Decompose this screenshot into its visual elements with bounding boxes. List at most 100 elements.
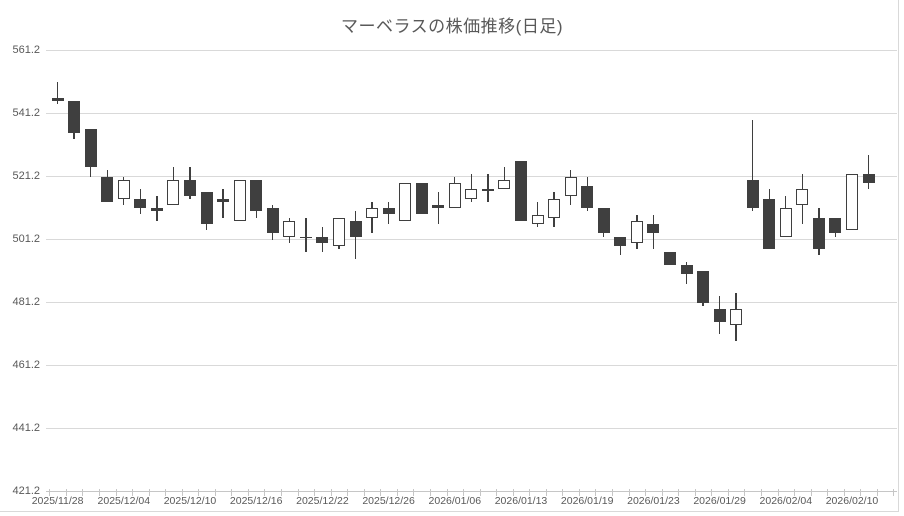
candle-body-up: [498, 179, 511, 190]
x-axis-tick: [810, 489, 812, 496]
y-axis-label: 461.2: [12, 358, 40, 371]
gridline: [46, 112, 897, 114]
candle-body-down: [812, 217, 825, 250]
candle-body-up: [399, 182, 412, 221]
candle-body-down: [614, 236, 627, 247]
chart-border-bottom: [0, 511, 899, 512]
candle-body-up: [531, 214, 544, 224]
chart-title: マーベラスの株価推移(日足): [341, 17, 563, 36]
x-axis-label: 2026/01/29: [693, 495, 746, 507]
x-axis-tick: [727, 489, 729, 496]
candle-body-up: [796, 189, 809, 206]
x-axis-tick: [297, 489, 299, 496]
x-axis-tick: [281, 489, 283, 496]
candle-body-up: [448, 182, 461, 209]
candle-wick: [437, 192, 439, 224]
x-axis-tick: [49, 489, 51, 496]
x-axis-tick: [529, 489, 531, 496]
candle-body-up: [117, 179, 130, 199]
x-axis-tick: [380, 489, 382, 496]
x-axis-tick: [827, 489, 829, 496]
x-axis-tick: [330, 489, 332, 496]
candle-wick: [305, 217, 307, 253]
x-axis-tick: [612, 489, 614, 496]
x-axis-tick: [347, 489, 349, 496]
candle-body-up: [730, 309, 743, 325]
x-axis-tick: [413, 489, 415, 496]
candle-body-down: [680, 264, 693, 275]
candle-body-down: [200, 192, 213, 224]
candle-body-down: [647, 223, 660, 234]
x-axis-label: 2025/12/16: [229, 495, 283, 507]
x-axis-tick: [231, 489, 233, 496]
candle-wick: [371, 201, 373, 234]
candle-body-down: [316, 236, 329, 243]
x-axis-label: 2025/11/28: [31, 495, 84, 507]
x-axis-tick: [247, 489, 249, 496]
candle-body-up: [283, 220, 296, 237]
candle-body-up: [332, 217, 345, 246]
candle-wick: [222, 189, 224, 218]
candle-body-up: [548, 198, 561, 218]
x-axis-label: 2025/12/22: [296, 495, 349, 507]
candle-wick: [470, 173, 473, 202]
x-axis-tick: [496, 489, 498, 496]
candle-body-down: [101, 176, 114, 202]
candle-body-down: [597, 208, 610, 234]
y-axis-label: 541.2: [12, 106, 40, 119]
candle-body-down: [382, 208, 395, 215]
candle-wick: [487, 173, 489, 202]
candle-wick: [56, 82, 59, 105]
x-axis-tick: [876, 489, 878, 496]
x-axis-label: 2025/12/04: [97, 495, 151, 507]
candle-body-down: [84, 129, 97, 168]
gridline: [46, 364, 897, 366]
x-axis-tick: [98, 489, 100, 496]
candle-body-down: [481, 189, 494, 191]
candle-body-down: [266, 208, 279, 234]
candle-body-down: [250, 179, 263, 212]
candle-body-up: [564, 176, 577, 196]
candle-body-down: [134, 198, 147, 209]
candle-wick: [619, 236, 621, 256]
x-axis-tick: [148, 489, 150, 496]
candle-body-down: [746, 179, 759, 209]
x-axis-tick: [363, 489, 365, 496]
x-axis-tick: [661, 489, 663, 496]
gridline: [46, 301, 897, 303]
x-axis-label: 2026/02/10: [825, 495, 879, 507]
x-axis-tick: [678, 489, 680, 496]
x-axis-tick: [545, 489, 547, 496]
candle-body-down: [299, 236, 312, 239]
candle-body-down: [349, 220, 362, 237]
x-axis-tick: [65, 489, 67, 496]
x-axis-tick: [628, 489, 630, 496]
x-axis-tick: [595, 489, 597, 496]
candle-body-up: [846, 173, 858, 231]
x-axis-tick: [198, 489, 200, 496]
x-axis-tick: [314, 489, 316, 496]
x-axis-label: 2026/01/19: [560, 495, 614, 507]
x-axis-tick: [429, 489, 431, 496]
candle-body-up: [167, 179, 180, 206]
y-axis-label: 501.2: [12, 232, 40, 245]
candle-wick: [752, 119, 754, 212]
candle-body-down: [713, 309, 726, 322]
candle-body-down: [862, 173, 875, 183]
x-axis-line: [46, 490, 897, 492]
candle-body-down: [51, 97, 64, 102]
x-axis-tick: [562, 489, 564, 496]
x-axis-tick: [446, 489, 448, 496]
x-axis-label: 2026/01/23: [627, 495, 680, 507]
candle-body-down: [184, 179, 196, 196]
x-axis-label: 2026/02/04: [759, 495, 813, 507]
candle-body-down: [415, 182, 428, 215]
candle-body-up: [366, 208, 379, 218]
y-axis-label: 421.2: [12, 484, 40, 497]
candle-body-down: [697, 271, 710, 303]
candle-wick: [503, 167, 506, 190]
x-axis-tick: [479, 489, 481, 496]
x-axis-label: 2025/12/10: [163, 495, 217, 507]
